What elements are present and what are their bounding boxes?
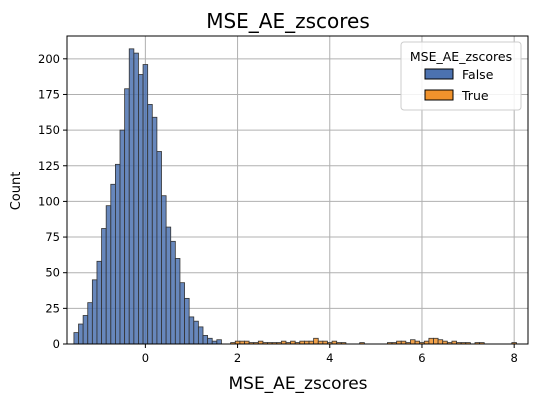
legend: MSE_AE_zscores False True bbox=[400, 41, 522, 111]
bar-true bbox=[433, 337, 439, 345]
plot-frame bbox=[66, 35, 529, 345]
bar-false bbox=[161, 195, 167, 345]
bar-false bbox=[188, 316, 195, 345]
bar-false bbox=[110, 183, 116, 345]
y-tick-label: 150 bbox=[38, 123, 60, 137]
legend-title: MSE_AE_zscores bbox=[410, 49, 512, 64]
legend-swatch-true bbox=[424, 89, 454, 101]
bar-false bbox=[138, 74, 144, 345]
bar-false bbox=[184, 297, 190, 345]
y-tick-label: 75 bbox=[45, 230, 60, 244]
bar-false bbox=[101, 228, 107, 345]
legend-label-true: True bbox=[461, 88, 489, 103]
x-tick-label: 0 bbox=[142, 351, 149, 365]
bar-false bbox=[193, 320, 199, 345]
y-axis-title: Count bbox=[9, 172, 24, 211]
x-axis-title: MSE_AE_zscores bbox=[228, 374, 367, 394]
bar-false bbox=[216, 339, 222, 345]
bar-false bbox=[174, 258, 181, 345]
bar-false bbox=[128, 48, 135, 345]
y-tick-label: 200 bbox=[38, 52, 60, 66]
x-tick-label: 8 bbox=[511, 351, 518, 365]
bar-false bbox=[147, 104, 153, 345]
chart-title: MSE_AE_zscores bbox=[206, 9, 370, 33]
bar-false bbox=[202, 335, 209, 345]
bar-false bbox=[207, 337, 213, 345]
bar-false bbox=[151, 116, 158, 345]
y-tick-label: 175 bbox=[38, 87, 60, 101]
bar-false bbox=[165, 226, 172, 345]
legend-swatch-false bbox=[424, 68, 454, 80]
y-tick-label: 50 bbox=[45, 266, 60, 280]
y-tick-label: 100 bbox=[38, 194, 60, 208]
bar-false bbox=[87, 302, 93, 345]
bar-false bbox=[142, 64, 149, 345]
bar-false bbox=[82, 315, 89, 345]
y-tick-label: 125 bbox=[38, 159, 60, 173]
bar-false bbox=[156, 151, 162, 345]
bar-false bbox=[124, 88, 130, 345]
bar-true bbox=[437, 339, 444, 345]
x-tick-label: 2 bbox=[234, 351, 241, 365]
bar-false bbox=[78, 323, 84, 345]
bar-false bbox=[105, 205, 112, 345]
bar-false bbox=[73, 332, 79, 345]
bar-false bbox=[91, 279, 98, 345]
bar-false bbox=[197, 326, 204, 345]
bar-true bbox=[410, 339, 416, 345]
x-tick-label: 6 bbox=[418, 351, 425, 365]
bar-false bbox=[179, 282, 185, 345]
x-axis: 0 2 4 6 8 bbox=[142, 344, 518, 365]
bar-false bbox=[119, 129, 126, 345]
x-tick-label: 4 bbox=[326, 351, 333, 365]
bar-false bbox=[170, 240, 176, 345]
y-tick-label: 25 bbox=[45, 301, 60, 315]
bar-false bbox=[115, 163, 121, 345]
y-tick-label: 0 bbox=[53, 337, 60, 351]
y-axis: 0 25 50 75 100 125 150 175 200 bbox=[38, 52, 67, 351]
bar-false bbox=[96, 260, 102, 345]
bar-true bbox=[428, 337, 434, 345]
bar-false bbox=[133, 52, 139, 345]
legend-label-false: False bbox=[462, 67, 494, 82]
bar-true bbox=[313, 337, 319, 345]
